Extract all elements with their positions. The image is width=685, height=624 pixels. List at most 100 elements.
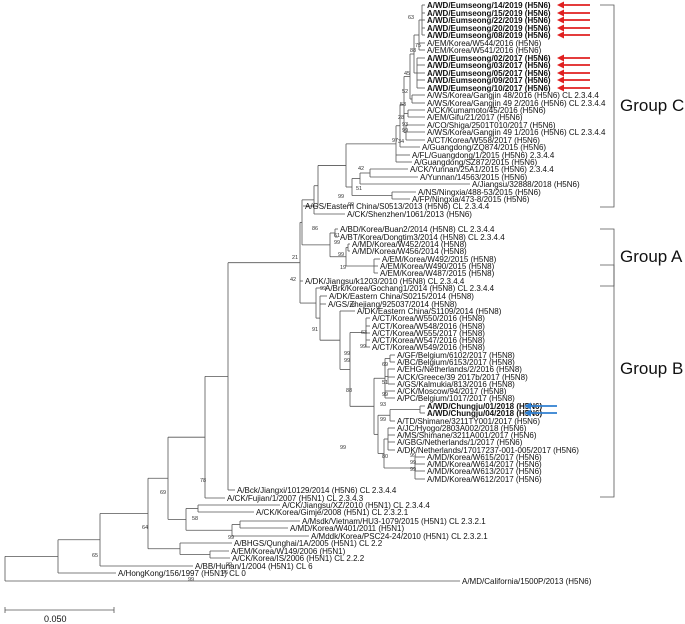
- bootstrap-value: 99: [360, 344, 366, 350]
- arrow-head: [557, 9, 564, 17]
- bootstrap-value: 99: [344, 351, 350, 357]
- taxon-label: A/TD/Shimane/3211TY001/2017 (H5N6): [397, 417, 540, 426]
- taxon-label: A/CK/Kumamoto/45/2016 (H5N6): [427, 106, 546, 115]
- bootstrap-value: 96: [222, 570, 228, 576]
- scale-bar: 0.050: [4, 607, 115, 624]
- group-c-bracket: Group C: [600, 4, 684, 208]
- bootstrap-value: 99: [334, 240, 340, 246]
- bootstrap-value: 99: [188, 577, 194, 583]
- taxon-label: A/WD/Eumseong/10/2017 (H5N6): [427, 84, 551, 93]
- bootstrap-value: 61: [334, 233, 340, 239]
- bootstrap-value: 88: [410, 48, 416, 54]
- taxon-label: A/WD/Chungju/04/2018 (H5N6): [427, 409, 542, 418]
- taxon-label: A/CT/Korea/W549/2016 (H5N8): [372, 343, 485, 352]
- taxon-label: A/MD/Korea/W614/2017 (H5N6): [427, 460, 542, 469]
- arrow-head: [557, 54, 564, 62]
- arrow-head: [557, 16, 564, 24]
- taxon-label: A/Msdk/Vietnam/HU3-1079/2015 (H5N1) CL 2…: [302, 517, 486, 526]
- taxon-label: A/MD/Korea/W401/2011 (H5N1): [290, 524, 404, 533]
- taxon-label: A/MD/California/1500P/2013 (H5N6): [462, 577, 592, 586]
- taxon-label: A/BD/Korea/Buan2/2014 (H5N8) CL 2.3.4.4: [340, 225, 495, 234]
- bootstrap-value: 99: [402, 128, 408, 134]
- taxon-label: A/WD/Eumseong/09/2017 (H5N6): [427, 76, 551, 85]
- taxon-label: A/GS/Kalmukia/813/2016 (H5N8): [397, 380, 515, 389]
- taxon-label: A/MD/Korea/W612/2017 (H5N6): [427, 475, 542, 484]
- taxon-label: A/WS/Korea/Gangjin 49 2/2016 (H5N6) CL 2…: [427, 99, 606, 108]
- highlight-arrows: [524, 1, 590, 417]
- taxon-label: A/MD/Korea/W452/2014 (H5N8): [352, 240, 467, 249]
- taxon-label: A/Brk/Korea/Gochang1/2014 (H5N8) CL 2.3.…: [325, 284, 495, 293]
- taxon-label: A/EM/Korea/W541/2016 (H5N6): [427, 46, 542, 55]
- bootstrap-value: 99: [410, 467, 416, 473]
- bootstrap-value: 99: [338, 194, 344, 200]
- taxon-label: A/MD/Korea/W456/2014 (H5N8): [352, 247, 467, 256]
- leaf-labels: A/WD/Eumseong/14/2019 (H5N6) A/WD/Eumseon…: [118, 1, 606, 586]
- taxon-label: A/WD/Eumseong/05/2017 (H5N6): [427, 69, 551, 78]
- taxon-label: A/CT/Korea/W548/2016 (H5N8): [372, 322, 485, 331]
- taxon-label: A/PC/Belgium/1017/2017 (H5N8): [397, 394, 515, 403]
- bootstrap-value: 93: [402, 122, 408, 128]
- taxon-label: A/DK/Eastern China/S1109/2014 (H5N8): [357, 307, 502, 316]
- bootstrap-value: 65: [92, 553, 98, 559]
- arrow-head: [557, 24, 564, 32]
- taxon-label: A/BB/Hunan/1/2004 (H5N1) CL 6: [195, 562, 313, 571]
- bootstrap-value: 51: [382, 380, 388, 386]
- bootstrap-value: 63: [361, 330, 367, 336]
- arrow-head: [557, 1, 564, 9]
- taxon-label: A/CK/Shenzhen/1061/2013 (H5N6): [347, 210, 472, 219]
- bootstrap-labels: 6375884552532893993497425199998661999919…: [92, 15, 421, 583]
- taxon-label: A/WD/Eumseong/20/2019 (H5N6): [427, 24, 551, 33]
- group-b-bracket: Group B: [600, 264, 683, 498]
- taxon-label: A/Bck/Jiangxi/10129/2014 (H5N6) CL 2.3.4…: [237, 486, 397, 495]
- group-b-label: Group B: [620, 359, 683, 378]
- taxon-label: A/EM/Gifu/21/2017 (H5N6): [427, 113, 523, 122]
- taxon-label: A/CK/Moscow/94/2017 (H5N8): [397, 387, 507, 396]
- bootstrap-value: 99: [320, 286, 326, 292]
- taxon-label: A/FP/Ningxia/473-8/2015 (H5N6): [412, 195, 530, 204]
- arrow-head: [557, 69, 564, 77]
- taxon-label: A/WD/Chungju/01/2018 (H5N6): [427, 402, 542, 411]
- taxon-label: A/CK/Jiangsu/XZ/2010 (H5N1) CL 2.3.4.4: [282, 501, 430, 510]
- bootstrap-value: 99: [344, 358, 350, 364]
- bootstrap-value: 58: [192, 516, 198, 522]
- taxon-label: A/EM/Korea/W544/2016 (H5N6): [427, 39, 542, 48]
- taxon-label: A/WD/Eumseong/03/2017 (H5N6): [427, 61, 551, 70]
- taxon-label: A/EHG/Netherlands/2/2016 (H5N8): [397, 365, 522, 374]
- taxon-label: A/GS/Eastern China/S0513/2013 (H5N6) CL …: [305, 202, 490, 211]
- group-a-label: Group A: [620, 247, 683, 266]
- bootstrap-value: 42: [358, 166, 364, 172]
- taxon-label: A/WD/Eumseong/22/2019 (H5N6): [427, 16, 551, 25]
- bootstrap-value: 99: [348, 202, 354, 208]
- taxon-label: A/WD/Eumseong/08/2019 (H5N6): [427, 31, 551, 40]
- taxon-label: A/MS/Shimane/3211A001/2017 (H5N6): [397, 431, 537, 440]
- scale-bar-label: 0.050: [44, 614, 67, 624]
- taxon-label: A/NS/Ningxia/488-53/2015 (H5N6): [418, 188, 541, 197]
- taxon-label: A/HongKong/156/1997 (H5N1) CL 0: [118, 569, 246, 578]
- bootstrap-value: 97: [392, 138, 398, 144]
- bootstrap-value: 99: [410, 453, 416, 459]
- arrow-head: [524, 402, 531, 410]
- bootstrap-value: 99: [350, 303, 356, 309]
- bootstrap-value: 63: [408, 15, 414, 21]
- taxon-label: A/BC/Belgium/6153/2017 (H5N8): [397, 358, 515, 367]
- bootstrap-value: 99: [380, 417, 386, 423]
- taxon-label: A/BT/Korea/Dongtim3/2014 (H5N8) CL 2.3.4…: [340, 233, 505, 242]
- bootstrap-value: 69: [382, 362, 388, 368]
- taxon-label: A/CK/Greece/39 2017b/2017 (H5N8): [397, 373, 528, 382]
- taxon-label: A/WD/Eumseong/14/2019 (H5N6): [427, 1, 551, 10]
- taxon-label: A/WS/Korea/Gangjin 49 1/2016 (H5N6) CL 2…: [427, 128, 606, 137]
- taxon-label: A/EM/Korea/W492/2015 (H5N8): [382, 255, 497, 264]
- taxon-label: A/Guangdong/ZQ874/2015 (H5N6): [422, 143, 546, 152]
- tree-edges: [4, 4, 470, 582]
- bootstrap-value: 99: [340, 445, 346, 451]
- bootstrap-value: 28: [398, 115, 404, 121]
- bootstrap-value: 99: [226, 562, 232, 568]
- bootstrap-value: 88: [346, 388, 352, 394]
- arrow-head: [524, 409, 531, 417]
- taxon-label: A/MD/Korea/W613/2017 (H5N6): [427, 467, 542, 476]
- bootstrap-value: 45: [404, 71, 410, 77]
- bootstrap-value: 86: [312, 226, 318, 232]
- group-a-bracket: Group A: [600, 228, 683, 287]
